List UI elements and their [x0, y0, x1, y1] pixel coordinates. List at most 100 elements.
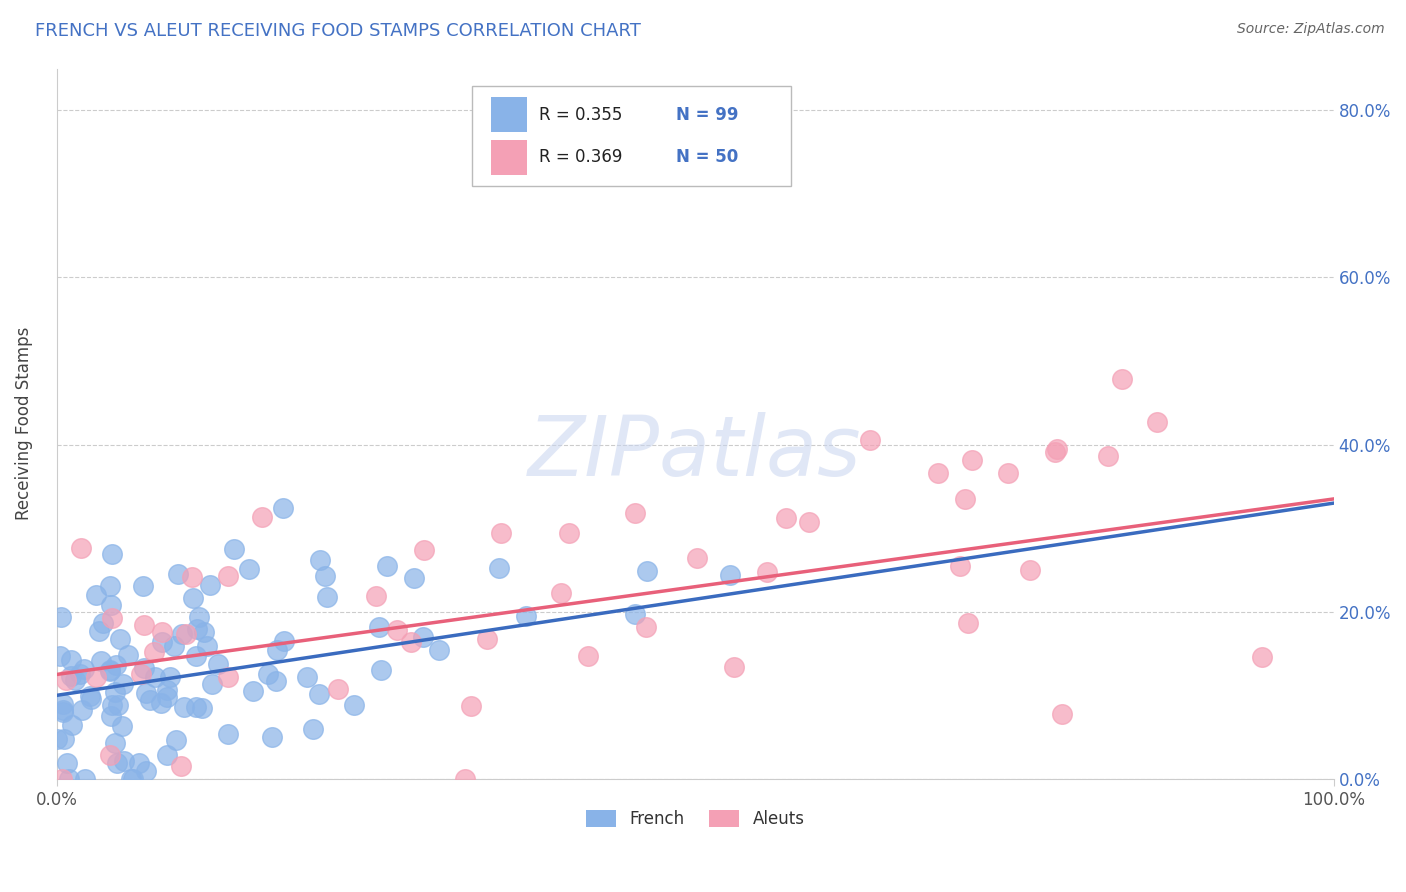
Point: [364, 589, 387, 603]
Point: [343, 698, 366, 713]
Point: [257, 667, 280, 681]
Point: [52, 703, 75, 717]
Point: [51, 772, 73, 786]
Point: [79, 691, 101, 706]
Point: [128, 756, 150, 771]
Point: [297, 670, 319, 684]
Point: [197, 639, 219, 653]
Point: [370, 663, 392, 677]
Point: [159, 670, 181, 684]
Point: [200, 578, 222, 592]
Point: [266, 643, 288, 657]
Point: [1251, 650, 1274, 665]
Point: [87, 624, 110, 639]
Point: [756, 565, 779, 579]
Text: N = 50: N = 50: [676, 148, 738, 166]
Point: [399, 635, 422, 649]
Point: [170, 759, 193, 773]
Point: [201, 677, 224, 691]
Point: [859, 433, 882, 447]
Point: [134, 618, 156, 632]
Point: [193, 625, 215, 640]
Point: [1043, 445, 1066, 459]
Point: [135, 764, 157, 778]
Point: [636, 620, 658, 634]
Point: [73, 662, 96, 676]
Point: [217, 568, 239, 582]
Point: [129, 667, 152, 681]
Point: [132, 661, 155, 675]
Point: [624, 607, 647, 622]
Text: R = 0.369: R = 0.369: [540, 148, 623, 166]
Point: [49, 610, 72, 624]
Point: [55, 673, 77, 688]
Point: [623, 506, 645, 520]
Bar: [491, 97, 527, 132]
Point: [56, 756, 79, 771]
Point: [73, 772, 96, 786]
Point: [558, 525, 581, 540]
Point: [90, 654, 112, 668]
Point: [98, 664, 121, 678]
Point: [260, 731, 283, 745]
Point: [103, 736, 125, 750]
Point: [385, 623, 408, 637]
Point: [101, 548, 124, 562]
Point: [52, 705, 75, 719]
Point: [997, 467, 1019, 481]
Point: [316, 590, 339, 604]
Point: [104, 658, 127, 673]
Point: [104, 684, 127, 698]
Point: [122, 772, 145, 786]
Point: [576, 648, 599, 663]
Point: [636, 565, 658, 579]
Point: [59, 653, 82, 667]
Point: [217, 726, 239, 740]
Point: [135, 686, 157, 700]
Point: [111, 677, 134, 691]
Point: [186, 699, 208, 714]
Point: [181, 570, 204, 584]
Point: [1146, 415, 1168, 429]
Point: [84, 670, 107, 684]
Point: [184, 648, 207, 663]
Point: [156, 747, 179, 762]
Point: [173, 700, 195, 714]
Point: [309, 553, 332, 567]
Legend: French, Aleuts: French, Aleuts: [579, 803, 811, 835]
Point: [117, 648, 139, 662]
Point: [145, 670, 167, 684]
Bar: [491, 139, 527, 175]
Point: [723, 659, 745, 673]
Point: [960, 453, 983, 467]
Point: [105, 756, 128, 770]
Point: [139, 693, 162, 707]
Point: [273, 634, 295, 648]
Point: [515, 609, 537, 624]
FancyBboxPatch shape: [471, 87, 792, 186]
Point: [402, 571, 425, 585]
Point: [207, 657, 229, 671]
Point: [58, 772, 80, 786]
Point: [156, 690, 179, 704]
Point: [49, 648, 72, 663]
Point: [718, 567, 741, 582]
Point: [100, 709, 122, 723]
Point: [120, 772, 142, 786]
Point: [412, 630, 434, 644]
Point: [488, 561, 510, 575]
Point: [454, 772, 477, 786]
Point: [170, 627, 193, 641]
Point: [167, 566, 190, 581]
Point: [953, 492, 976, 507]
Point: [956, 616, 979, 631]
Point: [107, 698, 129, 712]
Point: [188, 609, 211, 624]
Point: [79, 690, 101, 704]
Point: [111, 719, 134, 733]
Point: [460, 698, 482, 713]
Point: [328, 682, 350, 697]
Point: [69, 541, 91, 556]
Point: [166, 733, 188, 747]
Point: [368, 620, 391, 634]
